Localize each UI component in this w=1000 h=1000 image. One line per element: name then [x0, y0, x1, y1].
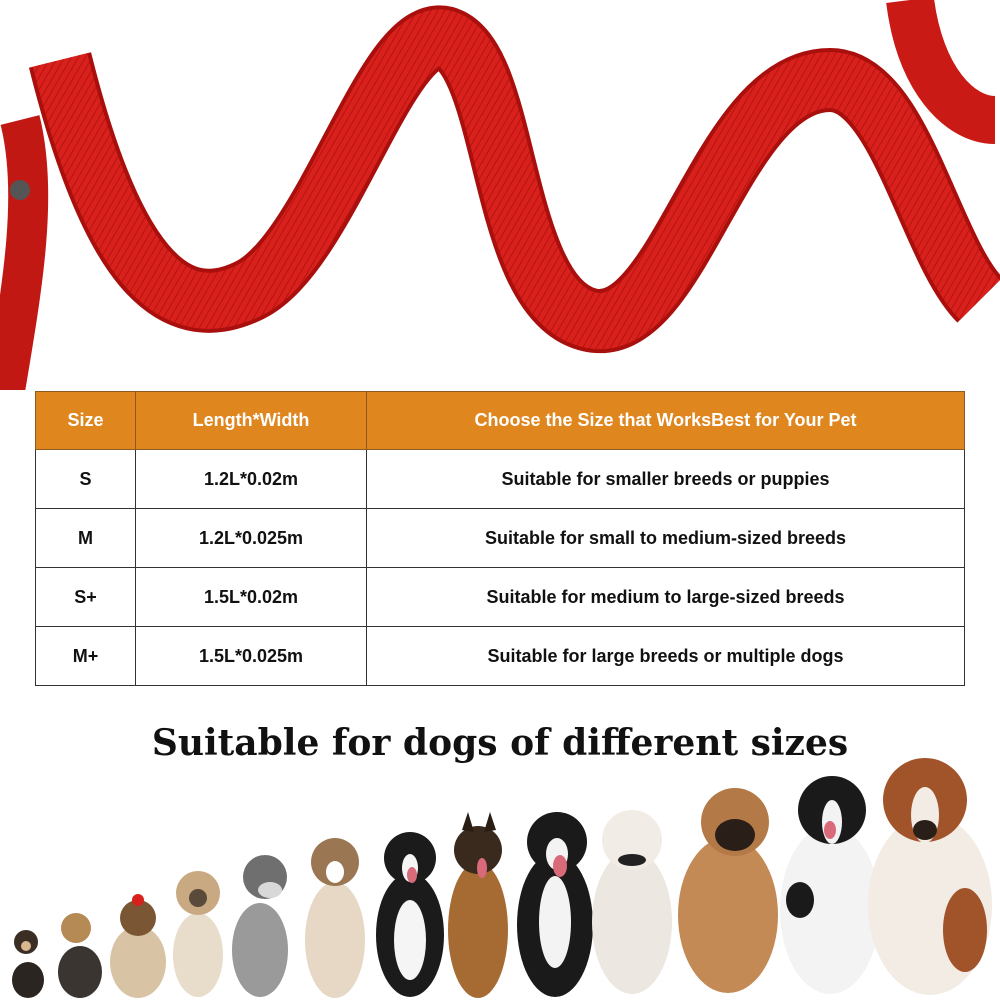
size-cell: M+ — [35, 626, 136, 686]
size-cell: S — [35, 449, 136, 509]
dogs-image — [12, 758, 992, 998]
length-width-cell: 1.5L*0.025m — [135, 626, 367, 686]
table-row: S 1.2L*0.02m Suitable for smaller breeds… — [35, 449, 965, 509]
description-cell: Suitable for large breeds or multiple do… — [366, 626, 965, 686]
header-size: Size — [35, 391, 136, 450]
description-cell: Suitable for small to medium-sized breed… — [366, 508, 965, 568]
table-row: M+ 1.5L*0.025m Suitable for large breeds… — [35, 626, 965, 686]
length-width-cell: 1.5L*0.02m — [135, 567, 367, 627]
size-cell: M — [35, 508, 136, 568]
headline: Suitable for dogs of different sizes — [151, 722, 849, 764]
description-cell: Suitable for medium to large-sized breed… — [366, 567, 965, 627]
size-cell: S+ — [35, 567, 136, 627]
table-row: S+ 1.5L*0.02m Suitable for medium to lar… — [35, 567, 965, 627]
size-chart-table: Size Length*Width Choose the Size that W… — [35, 391, 965, 686]
header-description: Choose the Size that WorksBest for Your … — [366, 391, 965, 450]
table-row: M 1.2L*0.025m Suitable for small to medi… — [35, 508, 965, 568]
length-width-cell: 1.2L*0.02m — [135, 449, 367, 509]
description-cell: Suitable for smaller breeds or puppies — [366, 449, 965, 509]
table-header-row: Size Length*Width Choose the Size that W… — [35, 391, 965, 450]
length-width-cell: 1.2L*0.025m — [135, 508, 367, 568]
leash-image — [0, 0, 1000, 390]
header-length-width: Length*Width — [135, 391, 367, 450]
